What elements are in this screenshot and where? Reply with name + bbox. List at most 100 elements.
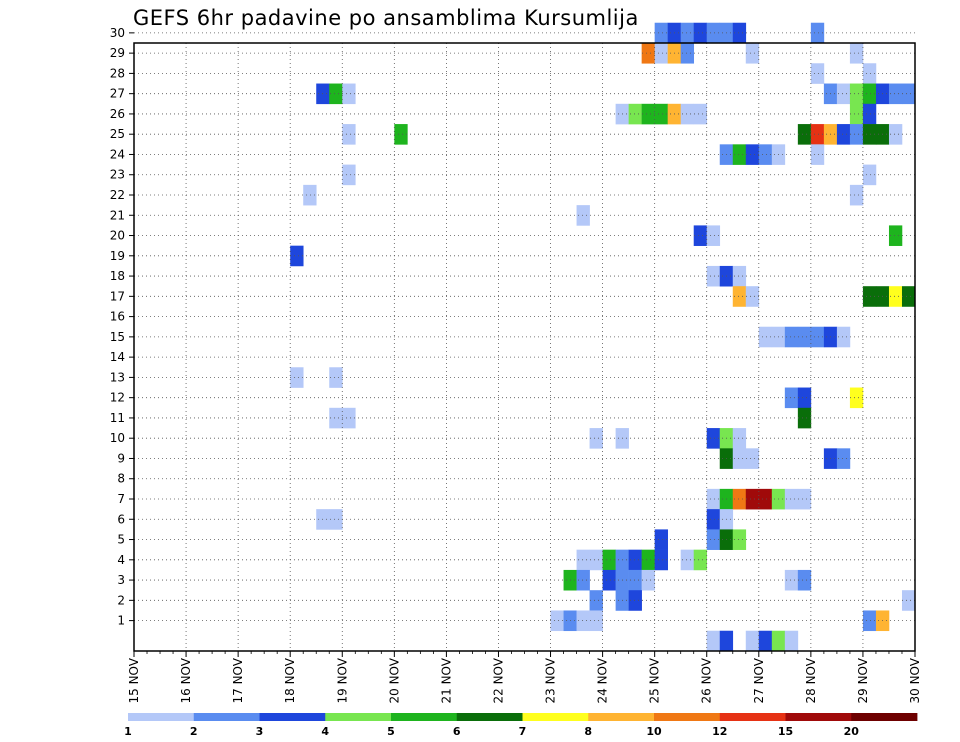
y-tick-label: 22 [110,188,125,202]
heatmap-cell [394,124,408,145]
heatmap-cell [628,549,642,571]
y-tick-label: 19 [110,249,125,263]
y-tick-label: 27 [110,87,125,101]
heatmap-cell [784,630,799,652]
heatmap-cell [797,407,812,429]
heatmap-cell [836,448,851,469]
heatmap-cell [810,144,825,165]
heatmap-cell [888,225,903,246]
heatmap-cell [836,326,851,348]
heatmap-cell [628,569,642,591]
colorbar-swatch [391,713,458,721]
heatmap-cell [732,488,747,510]
heatmap-cell [849,103,864,125]
colorbar: 1 2 3 4 5 6 7 8 10 12 15 20 [124,713,918,738]
heatmap-cell [849,83,864,105]
heatmap-cell [589,610,603,632]
heatmap-cell [329,407,343,429]
heatmap-cell [680,22,695,44]
heatmap-cell [342,164,356,186]
y-tick-label: 24 [110,147,125,161]
heatmap-cell [901,590,916,611]
heatmap-cell [654,103,668,125]
y-tick-label: 14 [110,350,125,364]
colorbar-label: 2 [190,725,198,738]
heatmap-cell [706,630,721,652]
heatmap-cell [901,286,916,307]
heatmap-cell [901,83,916,105]
y-tick-label: 30 [110,26,125,40]
colorbar-label: 10 [646,725,662,738]
heatmap-cell [576,569,590,591]
y-tick-label: 9 [117,451,125,465]
heatmap-cell [706,488,721,510]
heatmap-cell [654,22,668,44]
heatmap-cell [862,164,877,186]
heatmap-cell [732,265,747,287]
x-tick-label: 24 NOV [596,657,610,703]
y-tick-label: 26 [110,107,125,121]
x-tick-label: 21 NOV [439,657,453,703]
x-axis-ticks: 15 NOV 16 NOV 17 NOV 18 NOV 19 NOV 20 NOV 21 N… [127,651,922,704]
heatmap-cell [589,549,603,571]
colorbar-swatch [719,713,786,721]
colorbar-label: 5 [387,725,395,738]
y-tick-label: 15 [110,330,125,344]
x-tick-label: 16 NOV [179,657,193,703]
y-tick-label: 5 [117,533,125,547]
colorbar-swatch [325,713,392,721]
colorbar-label: 8 [584,725,592,738]
colorbar-label: 20 [844,725,860,738]
y-tick-label: 13 [110,370,125,384]
heatmap-cell [862,83,877,105]
heatmap-cell [745,448,760,469]
heatmap-cell [758,630,773,652]
heatmap-cell [706,22,721,44]
x-tick-label: 20 NOV [387,657,401,703]
heatmap-cell [758,144,773,165]
heatmap-cell [732,144,747,165]
heatmap-cell [329,83,343,105]
y-tick-label: 2 [117,593,125,607]
y-tick-label: 20 [110,229,125,243]
heatmap-cell [641,549,655,571]
heatmap-cell [680,549,695,571]
heatmap-cell [628,590,642,611]
heatmap-cell [706,529,721,550]
heatmap-cell [810,22,825,44]
heatmap-cell [290,367,304,388]
heatmap-cell [797,569,812,591]
heatmap-cell [641,43,655,64]
heatmap-cell [862,286,877,307]
colorbar-label: 3 [256,725,264,738]
heatmap-cell [576,610,590,632]
x-tick-label: 26 NOV [700,657,714,703]
x-tick-label: 30 NOV [908,657,922,703]
x-tick-label: 28 NOV [804,657,818,703]
colorbar-swatch [259,713,326,721]
heatmap-cell [732,22,747,44]
heatmap-cell [576,205,590,226]
heatmap-cell [797,326,812,348]
heatmap-cell [784,569,799,591]
grid-lines [134,32,915,651]
heatmap-cell [862,103,877,125]
y-tick-label: 16 [110,310,125,324]
heatmap-cell [641,569,655,591]
heatmap-cell [797,124,812,145]
x-tick-label: 29 NOV [856,657,870,703]
heatmap-cell [784,488,799,510]
colorbar-label: 12 [712,725,727,738]
heatmap-cell [849,184,864,206]
heatmap-cell [706,225,721,246]
heatmap-cell [654,549,668,571]
heatmap-cell [303,184,317,206]
heatmap-cell [732,428,747,449]
heatmap-cell [342,407,356,429]
y-tick-label: 17 [110,289,125,303]
heatmap-cell [849,387,864,409]
x-tick-label: 19 NOV [335,657,349,703]
heatmap-cell [810,124,825,145]
y-tick-label: 11 [110,411,125,425]
